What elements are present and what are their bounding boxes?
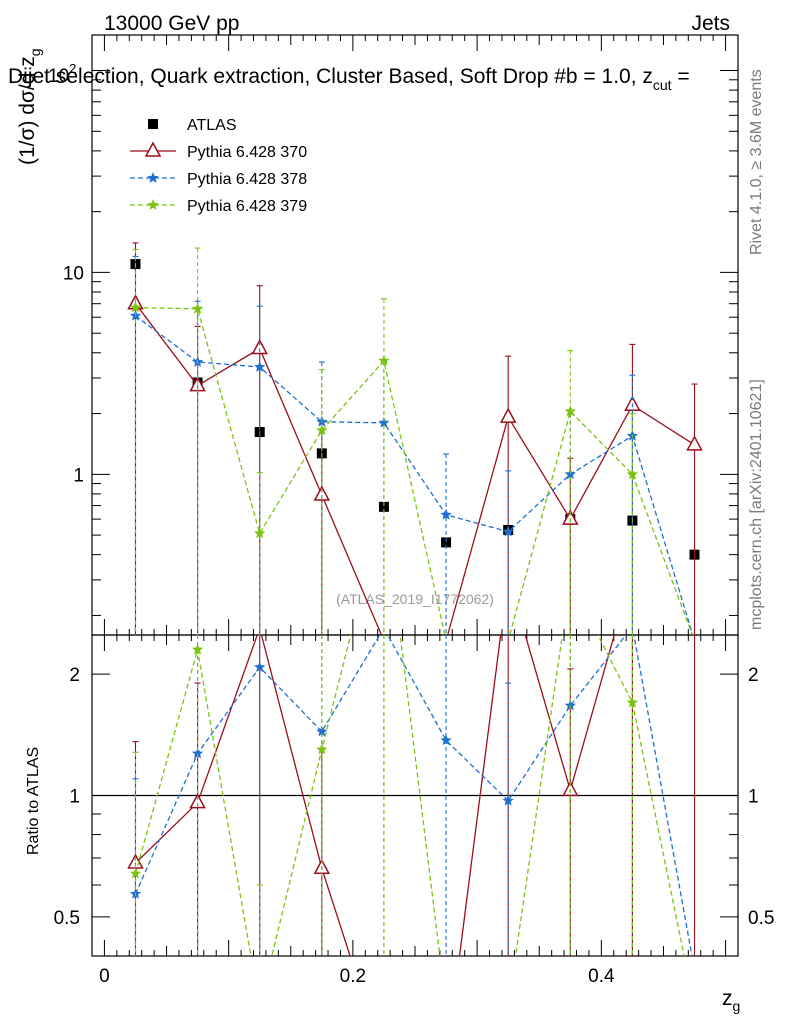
ratio-y-tick-label: 2 bbox=[69, 665, 80, 686]
ratio-y-tick-label-right: 2 bbox=[748, 665, 759, 686]
data-point bbox=[129, 867, 142, 879]
x-tick-label: 0.2 bbox=[340, 966, 366, 987]
series-line bbox=[134, 635, 685, 956]
data-point bbox=[440, 734, 452, 746]
x-axis-label: zg bbox=[722, 987, 740, 1014]
process-label: Jets bbox=[691, 12, 730, 35]
data-point bbox=[129, 301, 142, 313]
data-point bbox=[254, 361, 266, 372]
series-line bbox=[134, 635, 693, 956]
data-point bbox=[378, 501, 389, 512]
legend-marker bbox=[147, 199, 159, 210]
ratio-y-tick-label: 0.5 bbox=[54, 908, 80, 929]
legend-marker bbox=[148, 119, 158, 129]
y-tick-label: 1 bbox=[73, 465, 84, 486]
main-series bbox=[127, 242, 703, 635]
y-tick-label-100: 102 bbox=[48, 61, 76, 87]
legend-label: Pythia 6.428 379 bbox=[187, 198, 307, 215]
main-axis-ticks: 1 10 bbox=[63, 35, 738, 635]
data-point bbox=[562, 780, 579, 797]
data-point bbox=[316, 424, 328, 436]
series-pythia-6-428-370 bbox=[127, 242, 703, 635]
data-point bbox=[562, 509, 579, 525]
rivet-label: Rivet 4.1.0, ≥ 3.6M events bbox=[748, 69, 765, 255]
data-point bbox=[564, 468, 576, 480]
y-tick-label: 10 bbox=[63, 263, 84, 284]
data-point bbox=[502, 525, 514, 537]
ratio-y-tick-label: 1 bbox=[69, 787, 80, 808]
series-line bbox=[135, 306, 694, 635]
series-line bbox=[135, 635, 615, 956]
series-atlas bbox=[130, 259, 700, 560]
analysis-watermark: (ATLAS_2019_I1772062) bbox=[336, 591, 494, 607]
legend-label: Pythia 6.428 370 bbox=[187, 144, 307, 161]
data-point bbox=[378, 416, 390, 428]
data-point bbox=[564, 405, 576, 417]
data-point bbox=[316, 725, 328, 737]
series-pythia-6-428-378 bbox=[129, 635, 693, 956]
data-point bbox=[191, 302, 204, 314]
legend-marker bbox=[144, 141, 162, 157]
x-tick-label: 0.4 bbox=[588, 966, 615, 987]
legend-marker bbox=[147, 172, 159, 183]
ratio-series bbox=[127, 635, 696, 956]
data-point bbox=[441, 537, 452, 548]
series-line bbox=[135, 315, 694, 635]
legend-label: Pythia 6.428 378 bbox=[187, 171, 307, 188]
plot-title: Dijet selection, Quark extraction, Clust… bbox=[8, 65, 690, 93]
data-point bbox=[626, 468, 639, 480]
data-point bbox=[254, 661, 266, 673]
x-tick-label: 0 bbox=[99, 966, 110, 987]
data-point bbox=[440, 508, 452, 520]
data-point bbox=[378, 354, 390, 366]
ratio-axis-ticks: 0.5 0.5 1 1 2 2 0 0.2 0.4 bbox=[54, 635, 774, 987]
data-point bbox=[189, 793, 206, 809]
series-pythia-6-428-378 bbox=[129, 255, 694, 635]
ratio-y-tick-label-right: 1 bbox=[748, 787, 759, 808]
data-point bbox=[191, 643, 204, 655]
data-point bbox=[313, 485, 331, 501]
mcplots-label: mcplots.cern.ch [arXiv:2401.10621] bbox=[748, 379, 765, 630]
series-pythia-6-428-379 bbox=[129, 247, 694, 635]
data-point bbox=[251, 338, 268, 355]
data-point bbox=[316, 743, 328, 755]
series-pythia-6-428-379 bbox=[129, 635, 685, 956]
series-line bbox=[134, 303, 695, 635]
data-point bbox=[254, 527, 266, 539]
data-point bbox=[626, 696, 639, 708]
data-point bbox=[499, 407, 517, 423]
data-point bbox=[686, 435, 703, 451]
data-point bbox=[502, 794, 514, 806]
data-point bbox=[191, 747, 204, 759]
legend-label: ATLAS bbox=[187, 117, 237, 134]
ratio-y-axis-label: Ratio to ATLAS bbox=[25, 747, 42, 855]
ratio-y-tick-label-right: 0.5 bbox=[748, 908, 774, 929]
legend: ATLAS Pythia 6.428 370 Pythia 6.428 378 Pyt… bbox=[130, 117, 307, 215]
main-y-axis-label: (1/σ) dσ/d zg bbox=[16, 48, 43, 165]
energy-label: 13000 GeV pp bbox=[104, 12, 239, 35]
